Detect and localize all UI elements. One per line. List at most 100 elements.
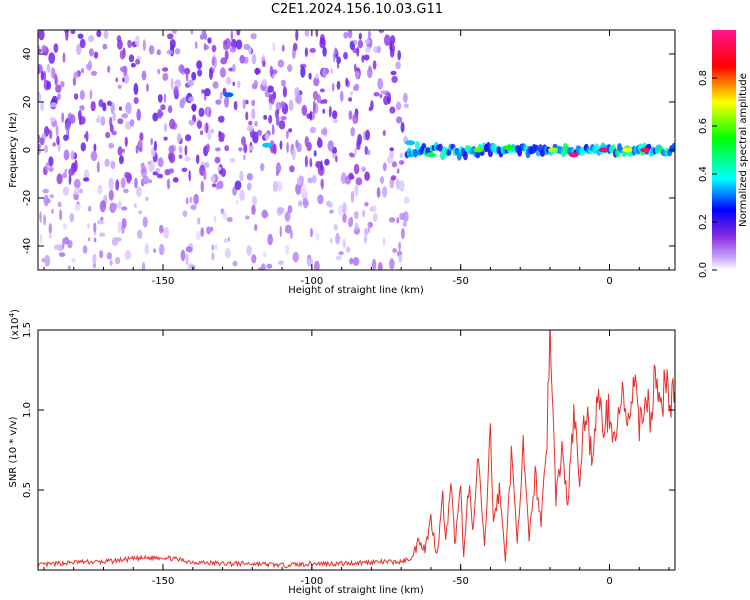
spectrogram-noise-blob — [163, 136, 168, 141]
spectrogram-noise-blob — [399, 152, 404, 159]
spectrogram-noise-blob — [292, 42, 298, 52]
spectrogram-noise-blob — [276, 109, 280, 115]
spectrogram-noise-blob — [210, 226, 214, 232]
spectrogram-noise-blob — [63, 149, 70, 161]
spectrogram-noise-blob — [267, 85, 274, 93]
spectrogram-noise-blob — [268, 114, 273, 124]
spectrogram-noise-blob — [254, 224, 258, 231]
spectrogram-noise-blob — [304, 30, 310, 37]
spectrogram-noise-blob — [277, 59, 285, 68]
spectrogram-noise-blob — [104, 158, 110, 167]
y-tick-label: 1.5 — [22, 322, 33, 338]
spectrogram-noise-blob — [224, 247, 231, 259]
spectrogram-noise-blob — [64, 30, 69, 34]
spectrogram-noise-blob — [396, 217, 400, 224]
spectrogram-noise-blob — [121, 206, 128, 211]
spectrogram-noise-blob — [62, 186, 70, 196]
spectrogram-noise-blob — [390, 70, 397, 76]
spectrogram-noise-blob — [304, 155, 308, 168]
spectrogram-noise-blob — [178, 64, 185, 74]
spectrogram-noise-blob — [363, 235, 368, 244]
spectrogram-noise-blob — [93, 51, 99, 59]
spectrogram-noise-blob — [245, 111, 249, 121]
spectrogram-noise-blob — [135, 58, 141, 65]
spectrogram-noise-blob — [117, 200, 122, 210]
spectrogram-noise-blob — [261, 79, 268, 87]
spectrogram-noise-blob — [364, 171, 370, 181]
spectrogram-noise-blob — [57, 201, 62, 208]
spectrogram-noise-blob — [125, 121, 132, 130]
spectrogram-noise-blob — [198, 107, 205, 118]
spectrogram-noise-blob — [345, 77, 349, 87]
spectrogram-noise-blob — [38, 48, 43, 53]
spectrogram-noise-blob — [231, 38, 237, 50]
spectrogram-noise-blob — [89, 89, 93, 100]
spectrogram-noise-blob — [278, 260, 284, 266]
spectrogram-noise-blob — [357, 133, 363, 145]
spectrogram-noise-blob — [109, 259, 113, 267]
spectrogram-noise-blob — [150, 138, 153, 146]
spectrogram-noise-blob — [68, 174, 72, 186]
spectrogram-noise-blob — [110, 160, 116, 170]
spectrogram-noise-blob — [80, 142, 87, 152]
spectrogram-noise-blob — [106, 252, 113, 260]
spectrogram-noise-blob — [142, 216, 148, 228]
spectrogram-noise-blob — [282, 86, 287, 98]
spectrogram-noise-blob — [267, 233, 274, 246]
spectrogram-noise-blob — [142, 175, 149, 185]
spectrogram-noise-blob — [197, 69, 203, 77]
spectrogram-noise-blob — [40, 101, 45, 112]
spectrogram-noise-blob — [73, 71, 79, 79]
spectrogram-noise-blob — [67, 265, 71, 270]
spectrogram-noise-blob — [379, 93, 383, 99]
spectrogram-noise-blob — [277, 207, 285, 214]
spectrogram-noise-blob — [243, 143, 248, 154]
spectrogram-noise-blob — [85, 63, 92, 71]
spectrogram-noise-blob — [157, 68, 161, 75]
colorbar-tick-label: 0.4 — [698, 166, 709, 182]
spectrogram-noise-blob — [54, 73, 58, 86]
spectrogram-noise-blob — [63, 236, 70, 245]
spectrogram-noise-blob — [155, 168, 160, 173]
spectrogram-noise-blob — [184, 156, 191, 162]
x-tick-label: -50 — [453, 576, 469, 587]
spectrogram-noise-blob — [245, 215, 250, 220]
spectrogram-noise-blob — [401, 228, 405, 240]
snr-y-axis-label: SNR (10 * v/v) — [8, 416, 19, 487]
spectrogram-noise-blob — [201, 89, 205, 94]
spectrogram-noise-blob — [388, 217, 396, 223]
spectrogram-noise-blob — [397, 50, 402, 61]
spectrogram-noise-blob — [297, 200, 303, 207]
spectrogram-noise-blob — [207, 37, 212, 44]
spectrogram-noise-blob — [218, 130, 222, 137]
spectrogram-noise-blob — [320, 128, 328, 135]
spectrogram-noise-blob — [210, 175, 216, 183]
spectrogram-noise-blob — [402, 211, 409, 223]
spectrogram-noise-blob — [206, 226, 212, 235]
spectrogram-noise-blob — [319, 88, 325, 93]
spectrogram-noise-blob — [317, 194, 324, 205]
spectrogram-noise-blob — [146, 83, 149, 92]
spectrogram-noise-blob — [203, 44, 210, 50]
spectrogram-noise-blob — [38, 134, 41, 144]
spectrogram-noise-blob — [230, 30, 234, 41]
spectrogram-noise-blob — [377, 45, 381, 54]
spectrogram-noise-blob — [74, 159, 78, 172]
spectrogram-noise-blob — [389, 41, 393, 52]
spectrogram-noise-blob — [211, 56, 215, 66]
spectrogram-y-axis-label: Frequency (Hz) — [8, 112, 19, 188]
spectrogram-noise-blob — [353, 211, 359, 219]
colorbar: 0.0 0.2 0.4 0.6 0.8 Normalized spectral ampl… — [698, 30, 749, 278]
spectrogram-noise-blob — [48, 52, 56, 64]
spectrogram-noise-blob — [389, 48, 395, 58]
spectrogram-noise-blob — [322, 108, 326, 114]
spectrogram-noise-blob — [242, 98, 246, 110]
spectrogram-noise-blob — [316, 232, 319, 241]
spectrogram-noise-blob — [207, 128, 212, 141]
spectrogram-noise-blob — [403, 103, 409, 109]
spectrogram-noise-blob — [39, 211, 42, 223]
spectrogram-noise-blob — [98, 99, 104, 108]
spectrogram-noise-blob — [377, 261, 383, 270]
spectrogram-noise-blob — [157, 94, 163, 103]
spectrogram-noise-blob — [124, 249, 132, 261]
